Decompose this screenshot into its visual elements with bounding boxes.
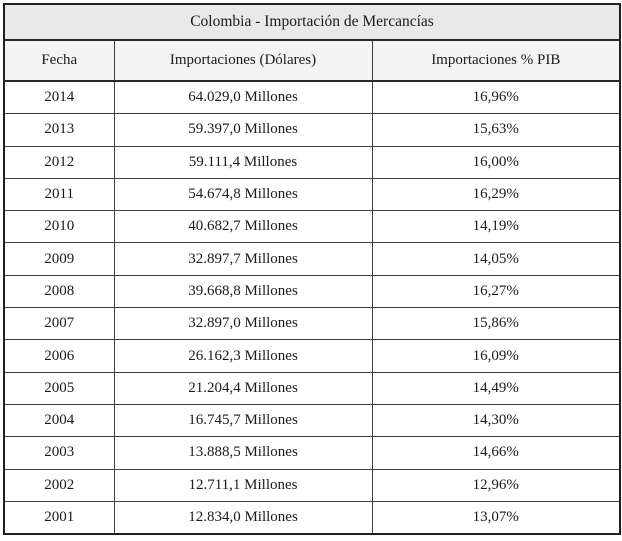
table-row: 2003 13.888,5 Millones 14,66% <box>3 436 621 470</box>
cell-fecha: 2010 <box>3 210 115 244</box>
cell-fecha: 2003 <box>3 436 115 470</box>
imports-table: Colombia - Importación de Mercancías Fec… <box>3 3 622 536</box>
cell-fecha: 2005 <box>3 371 115 405</box>
cell-pib: 16,00% <box>371 145 621 179</box>
cell-importaciones: 64.029,0 Millones <box>113 80 373 115</box>
cell-pib: 12,96% <box>371 468 621 502</box>
cell-importaciones: 13.888,5 Millones <box>113 436 373 470</box>
column-header-fecha: Fecha <box>3 39 115 82</box>
table-row: 2011 54.674,8 Millones 16,29% <box>3 177 621 212</box>
table-row: 2009 32.897,7 Millones 14,05% <box>3 242 621 276</box>
cell-importaciones: 32.897,7 Millones <box>113 242 373 276</box>
cell-importaciones: 59.397,0 Millones <box>113 113 373 147</box>
table-row: 2008 39.668,8 Millones 16,27% <box>3 274 621 309</box>
table-row: 2010 40.682,7 Millones 14,19% <box>3 210 621 244</box>
table-header-row: Fecha Importaciones (Dólares) Importacio… <box>3 39 621 82</box>
cell-fecha: 2014 <box>3 80 115 115</box>
cell-fecha: 2001 <box>3 500 115 535</box>
cell-fecha: 2008 <box>3 274 115 309</box>
cell-fecha: 2011 <box>3 177 115 212</box>
cell-importaciones: 39.668,8 Millones <box>113 274 373 309</box>
cell-pib: 13,07% <box>371 500 621 535</box>
cell-importaciones: 12.711,1 Millones <box>113 468 373 502</box>
cell-fecha: 2006 <box>3 339 115 373</box>
cell-pib: 15,86% <box>371 307 621 341</box>
cell-importaciones: 59.111,4 Millones <box>113 145 373 179</box>
column-header-importaciones: Importaciones (Dólares) <box>113 39 373 82</box>
cell-pib: 16,09% <box>371 339 621 373</box>
cell-pib: 16,29% <box>371 177 621 212</box>
cell-pib: 14,30% <box>371 403 621 438</box>
cell-fecha: 2009 <box>3 242 115 276</box>
table-row: 2001 12.834,0 Millones 13,07% <box>3 500 621 535</box>
cell-importaciones: 16.745,7 Millones <box>113 403 373 438</box>
table-row: 2013 59.397,0 Millones 15,63% <box>3 113 621 147</box>
table-row: 2002 12.711,1 Millones 12,96% <box>3 468 621 502</box>
cell-fecha: 2007 <box>3 307 115 341</box>
column-header-pib: Importaciones % PIB <box>371 39 621 82</box>
cell-fecha: 2002 <box>3 468 115 502</box>
table-row: 2007 32.897,0 Millones 15,86% <box>3 307 621 341</box>
cell-importaciones: 40.682,7 Millones <box>113 210 373 244</box>
cell-pib: 14,66% <box>371 436 621 470</box>
cell-pib: 14,19% <box>371 210 621 244</box>
cell-importaciones: 12.834,0 Millones <box>113 500 373 535</box>
cell-fecha: 2012 <box>3 145 115 179</box>
table-row: 2004 16.745,7 Millones 14,30% <box>3 403 621 438</box>
cell-fecha: 2013 <box>3 113 115 147</box>
cell-importaciones: 26.162,3 Millones <box>113 339 373 373</box>
table-row: 2005 21.204,4 Millones 14,49% <box>3 371 621 405</box>
table-row: 2012 59.111,4 Millones 16,00% <box>3 145 621 179</box>
cell-pib: 15,63% <box>371 113 621 147</box>
table-body: 2014 64.029,0 Millones 16,96% 2013 59.397,0 … <box>3 80 621 535</box>
cell-pib: 14,05% <box>371 242 621 276</box>
cell-importaciones: 21.204,4 Millones <box>113 371 373 405</box>
cell-importaciones: 32.897,0 Millones <box>113 307 373 341</box>
cell-pib: 16,96% <box>371 80 621 115</box>
cell-pib: 16,27% <box>371 274 621 309</box>
table-title: Colombia - Importación de Mercancías <box>3 3 621 41</box>
cell-fecha: 2004 <box>3 403 115 438</box>
table-row: 2006 26.162,3 Millones 16,09% <box>3 339 621 373</box>
cell-importaciones: 54.674,8 Millones <box>113 177 373 212</box>
table-title-row: Colombia - Importación de Mercancías <box>3 3 621 41</box>
table-row: 2014 64.029,0 Millones 16,96% <box>3 80 621 115</box>
cell-pib: 14,49% <box>371 371 621 405</box>
